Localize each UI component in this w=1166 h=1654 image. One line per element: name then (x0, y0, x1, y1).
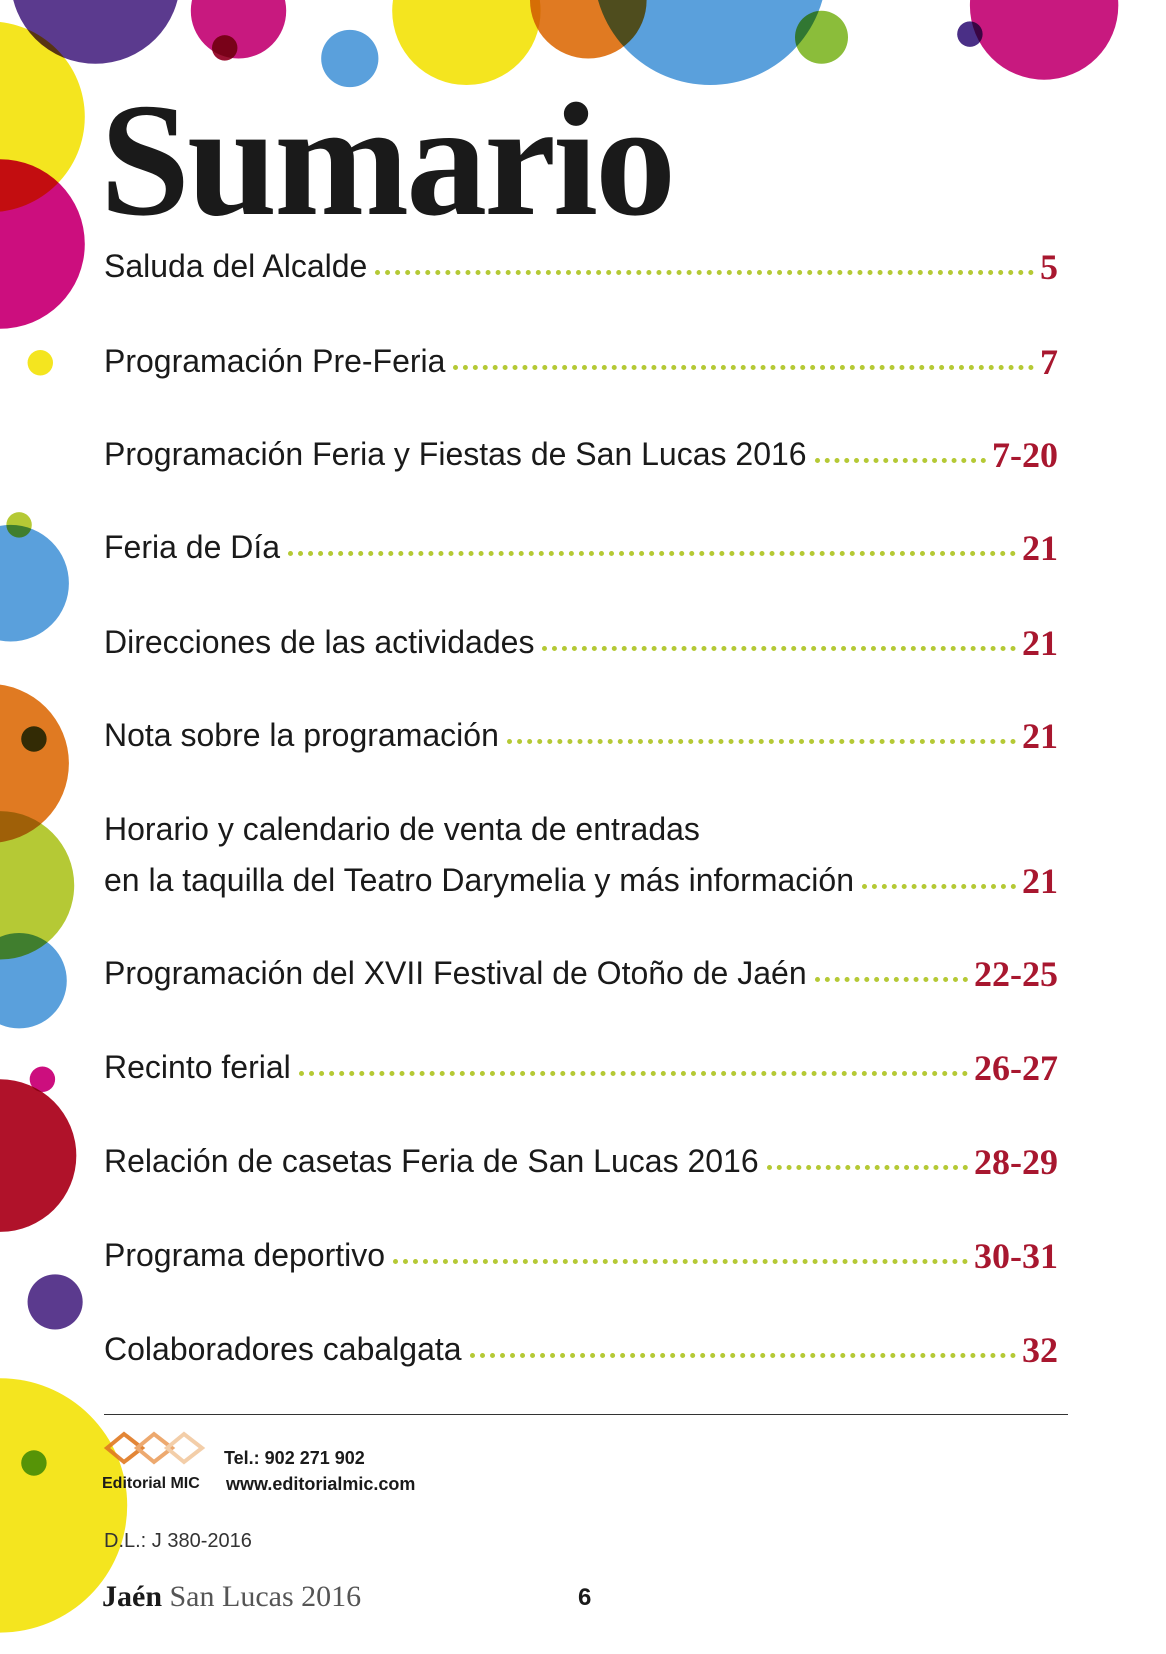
leader-dots (542, 646, 1016, 652)
leader-dots (298, 1071, 968, 1077)
toc-entry: Nota sobre la programación 21 (104, 710, 1058, 761)
toc-entry: Recinto ferial 26-27 (104, 1042, 1058, 1093)
entry-pages: 22-25 (974, 953, 1058, 994)
entry-title-line: Saluda del Alcalde (104, 248, 368, 284)
entry-pages: 21 (1022, 622, 1058, 663)
leader-dots (814, 977, 968, 983)
entry-title-line: en la taquilla del Teatro Darymelia y má… (104, 862, 854, 899)
entry-title: Colaboradores cabalgata (104, 1324, 462, 1375)
entry-title-line: Programa deportivo (104, 1237, 386, 1273)
entry-title-line: Nota sobre la programación (104, 717, 499, 753)
leader-dots (375, 270, 1034, 276)
entry-pages: 21 (1022, 860, 1058, 901)
leader-dots (814, 458, 986, 464)
toc-entry: Programa deportivo 30-31 (104, 1230, 1058, 1281)
toc-entry: Horario y calendario de venta de entrada… (104, 804, 1058, 906)
entry-title-line: Direcciones de las actividades (104, 624, 535, 660)
entry-title-line: Feria de Día (104, 529, 281, 565)
entry-pages: 32 (1022, 1329, 1058, 1370)
entry-title-line: Programación del XVII Festival de Otoño … (104, 955, 807, 991)
leader-dots (453, 365, 1034, 371)
footer: Jaén San Lucas 2016 (102, 1580, 361, 1614)
entry-pages: 21 (1022, 715, 1058, 756)
toc-entry: Colaboradores cabalgata 32 (104, 1324, 1058, 1375)
toc-entry: Saluda del Alcalde 5 (104, 241, 1058, 292)
entry-title-line: Programación Pre-Feria (104, 343, 446, 379)
leader-dots (766, 1165, 968, 1171)
entry-title: Direcciones de las actividades (104, 617, 534, 668)
entry-pages: 5 (1040, 246, 1058, 287)
entry-title: Feria de Día (104, 522, 280, 573)
entry-pages: 30-31 (974, 1235, 1058, 1276)
entry-pages: 28-29 (974, 1141, 1058, 1182)
leader-dots (288, 551, 1016, 557)
entry-title: Programa deportivo (104, 1230, 385, 1281)
entry-pages: 21 (1022, 527, 1058, 568)
entry-title: Relación de casetas Feria de San Lucas 2… (104, 1136, 759, 1187)
entry-title: Programación Feria y Fiestas de San Luca… (104, 429, 807, 480)
entry-title: Programación Pre-Feria (104, 336, 445, 387)
toc-entry: Feria de Día 21 (104, 522, 1058, 573)
entry-title: Programación del XVII Festival de Otoño … (104, 948, 807, 999)
leader-dots (506, 739, 1016, 745)
entry-pages: 26-27 (974, 1047, 1058, 1088)
publisher-name: Editorial MIC (102, 1475, 200, 1492)
toc-entry: Direcciones de las actividades 21 (104, 617, 1058, 668)
publisher-web: www.editorialmic.com (226, 1474, 416, 1494)
toc-entry: Programación Pre-Feria 7 (104, 336, 1058, 387)
footer-city: Jaén (102, 1580, 162, 1613)
toc-entry: Relación de casetas Feria de San Lucas 2… (104, 1136, 1058, 1187)
toc-entry: Programación Feria y Fiestas de San Luca… (104, 429, 1058, 480)
entry-title: Horario y calendario de venta de entrada… (104, 804, 854, 906)
footer-edition: San Lucas 2016 (169, 1580, 362, 1613)
legal: D.L.: J 380-2016 (104, 1530, 252, 1552)
entry-title: Recinto ferial (104, 1042, 291, 1093)
title: Sumario (100, 71, 676, 250)
leader-dots (469, 1353, 1016, 1359)
leader-dots (393, 1259, 968, 1265)
entry-pages: 7-20 (992, 434, 1058, 475)
page-number: 6 (578, 1584, 592, 1611)
logo (103, 1431, 206, 1465)
entry-title-line: Recinto ferial (104, 1049, 291, 1085)
toc-entry: Programación del XVII Festival de Otoño … (104, 948, 1058, 999)
publisher-tel: Tel.: 902 271 902 (224, 1448, 365, 1468)
entry-title: Nota sobre la programación (104, 710, 499, 761)
rule (104, 1414, 1068, 1415)
entry-title-line: Horario y calendario de venta de entrada… (104, 811, 700, 847)
entry-title: Saluda del Alcalde (104, 241, 367, 292)
leader-dots (861, 884, 1016, 890)
entry-title-line: Programación Feria y Fiestas de San Luca… (104, 436, 807, 472)
entry-title-line: Colaboradores cabalgata (104, 1331, 462, 1367)
entry-pages: 7 (1040, 341, 1058, 382)
entry-title-line: Relación de casetas Feria de San Lucas 2… (104, 1143, 759, 1179)
